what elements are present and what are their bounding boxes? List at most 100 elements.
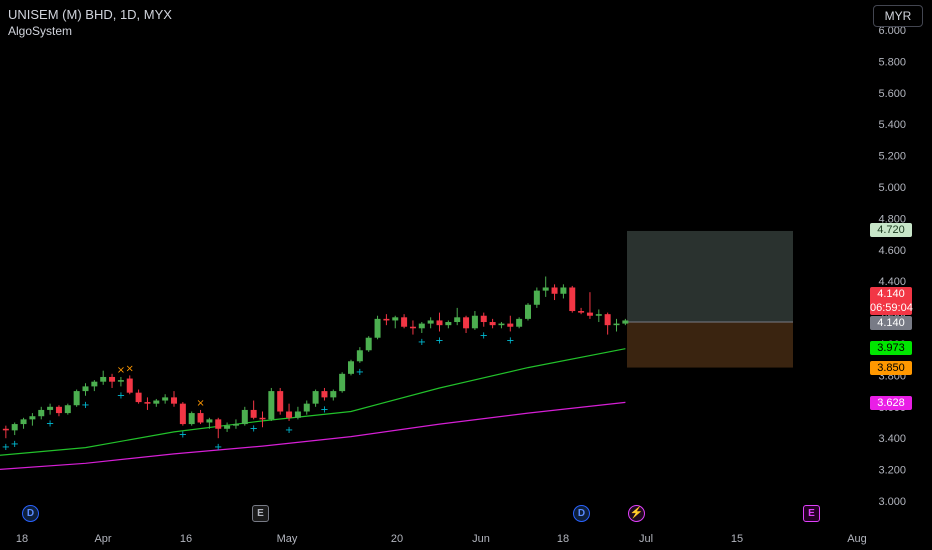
candle[interactable]	[463, 315, 470, 334]
candle[interactable]	[374, 315, 381, 340]
candle-body	[29, 416, 36, 420]
candle-body	[286, 411, 293, 418]
candle[interactable]	[64, 403, 71, 415]
candle-body	[47, 406, 54, 410]
candle[interactable]	[445, 320, 452, 329]
candle[interactable]	[188, 411, 195, 426]
candle[interactable]	[498, 322, 505, 329]
candle[interactable]	[100, 370, 107, 385]
candle[interactable]	[241, 406, 248, 426]
candle[interactable]	[259, 411, 266, 428]
candle[interactable]	[321, 387, 328, 401]
target-zone[interactable]	[627, 230, 793, 323]
candle-body	[294, 411, 301, 418]
candle[interactable]	[622, 318, 629, 326]
candle[interactable]	[348, 359, 354, 376]
candle[interactable]	[135, 389, 142, 404]
candle[interactable]	[312, 389, 319, 407]
dividend-event-1-icon[interactable]: D	[22, 505, 39, 522]
candle[interactable]	[224, 422, 231, 432]
candle[interactable]	[303, 400, 310, 415]
candle-body	[498, 323, 505, 326]
candle[interactable]	[47, 403, 54, 415]
candle[interactable]	[330, 389, 337, 401]
candle-body	[232, 424, 239, 426]
prev-close-label: 4.140	[870, 316, 912, 330]
candle[interactable]	[480, 312, 487, 327]
currency-button[interactable]: MYR	[873, 5, 923, 27]
stop-zone[interactable]	[627, 322, 793, 368]
earnings-event-2-icon[interactable]: E	[803, 505, 820, 522]
candle[interactable]	[11, 422, 18, 436]
candle[interactable]	[162, 394, 169, 404]
candle[interactable]	[250, 400, 257, 420]
candle-body	[109, 376, 116, 382]
candle[interactable]	[525, 303, 531, 321]
candle[interactable]	[365, 336, 372, 352]
candle[interactable]	[613, 318, 620, 332]
candle-body	[427, 320, 434, 324]
candle[interactable]	[206, 417, 213, 429]
time-tick-label: 18	[557, 533, 569, 545]
candle[interactable]	[117, 376, 124, 387]
candle[interactable]	[215, 417, 222, 439]
candle[interactable]	[2, 425, 9, 439]
candle[interactable]	[339, 372, 346, 393]
candle[interactable]	[82, 383, 89, 396]
candle[interactable]	[356, 347, 363, 363]
candle[interactable]	[20, 417, 27, 429]
price-tick-label: 4.600	[878, 245, 906, 257]
candle[interactable]	[595, 309, 602, 323]
candle[interactable]	[268, 387, 275, 421]
candle-body	[162, 397, 169, 401]
candle[interactable]	[55, 405, 62, 417]
candle[interactable]	[392, 315, 399, 329]
candle[interactable]	[578, 307, 585, 315]
candle[interactable]	[383, 314, 390, 326]
earnings-event-1-icon[interactable]: E	[252, 505, 269, 522]
candle[interactable]	[29, 413, 36, 426]
candle[interactable]	[551, 284, 558, 301]
candle[interactable]	[533, 287, 540, 308]
time-tick-label: 18	[16, 533, 28, 545]
candle[interactable]	[507, 315, 514, 332]
candle[interactable]	[560, 284, 567, 299]
split-event-icon[interactable]: ⚡	[628, 505, 645, 522]
candle-body	[489, 322, 496, 326]
candle[interactable]	[586, 292, 593, 319]
candle[interactable]	[418, 322, 425, 334]
candle[interactable]	[109, 373, 116, 388]
indicator-name[interactable]: AlgoSystem	[8, 24, 73, 38]
candle[interactable]	[171, 391, 177, 407]
candle[interactable]	[427, 317, 434, 329]
candle[interactable]	[294, 406, 301, 420]
candle[interactable]	[409, 320, 416, 335]
candle[interactable]	[38, 406, 45, 420]
candle[interactable]	[197, 409, 204, 425]
candle[interactable]	[179, 402, 186, 426]
candle-body	[11, 424, 18, 431]
candle[interactable]	[471, 311, 478, 330]
candle-body	[197, 413, 204, 423]
candle[interactable]	[604, 312, 611, 335]
candle[interactable]	[91, 380, 98, 392]
candle[interactable]	[454, 307, 461, 326]
candle[interactable]	[516, 317, 523, 329]
candle[interactable]	[153, 398, 160, 407]
dividend-event-2-icon[interactable]: D	[573, 505, 590, 522]
candle[interactable]	[286, 403, 293, 421]
symbol-title[interactable]: UNISEM (M) BHD, 1D, MYX	[8, 7, 172, 22]
candle[interactable]	[436, 312, 443, 332]
candle[interactable]	[569, 285, 576, 313]
candle[interactable]	[542, 276, 549, 297]
candle[interactable]	[401, 314, 408, 329]
candle[interactable]	[277, 387, 284, 415]
candle[interactable]	[73, 389, 80, 407]
candle[interactable]	[126, 375, 133, 395]
candle[interactable]	[144, 397, 151, 410]
buy-signal-marker: +	[11, 439, 19, 450]
candle[interactable]	[232, 419, 239, 429]
candle-body	[64, 405, 71, 414]
candle[interactable]	[489, 318, 496, 329]
